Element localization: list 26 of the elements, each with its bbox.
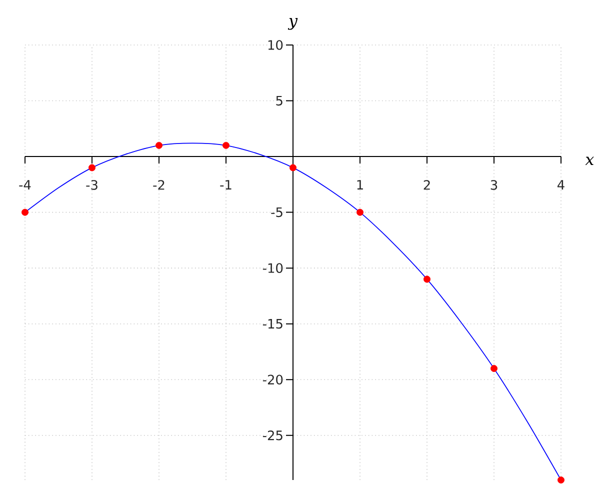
x-axis-title: x [585, 156, 594, 166]
x-tick-label: -1 [220, 180, 232, 190]
x-tick-label: -3 [86, 180, 98, 190]
y-axis-title: y [288, 18, 298, 30]
y-tick-label: -15 [262, 319, 282, 329]
point [290, 164, 296, 172]
x-tick-label: 4 [558, 180, 564, 190]
y-tick-label: 10 [268, 40, 283, 50]
point [558, 476, 564, 484]
point [424, 276, 430, 283]
x-tick-label: 2 [424, 180, 430, 190]
x-tick-label: -2 [153, 180, 164, 190]
y-tick-label: -20 [262, 374, 283, 385]
x-tick-label: 3 [490, 180, 498, 190]
y-tick-label: -25 [262, 430, 282, 440]
point [222, 142, 230, 149]
x-tick-label: 1 [357, 180, 363, 190]
point [490, 364, 498, 372]
y-tick-label: -10 [262, 263, 283, 273]
x-tick-label: -4 [19, 180, 31, 190]
y-tick-label: 5 [276, 96, 282, 106]
point [356, 208, 364, 216]
point [22, 208, 28, 216]
y-tick-label: -5 [271, 208, 282, 218]
point [88, 164, 96, 172]
point [156, 142, 162, 149]
